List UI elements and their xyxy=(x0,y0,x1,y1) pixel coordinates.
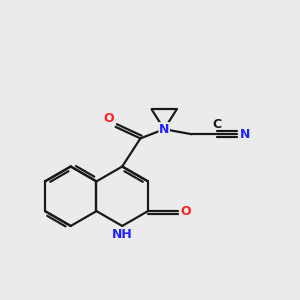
Text: NH: NH xyxy=(112,228,133,241)
Text: N: N xyxy=(159,123,169,136)
Text: C: C xyxy=(212,118,222,131)
Text: O: O xyxy=(180,205,191,218)
Text: N: N xyxy=(240,128,250,141)
Text: O: O xyxy=(103,112,114,125)
